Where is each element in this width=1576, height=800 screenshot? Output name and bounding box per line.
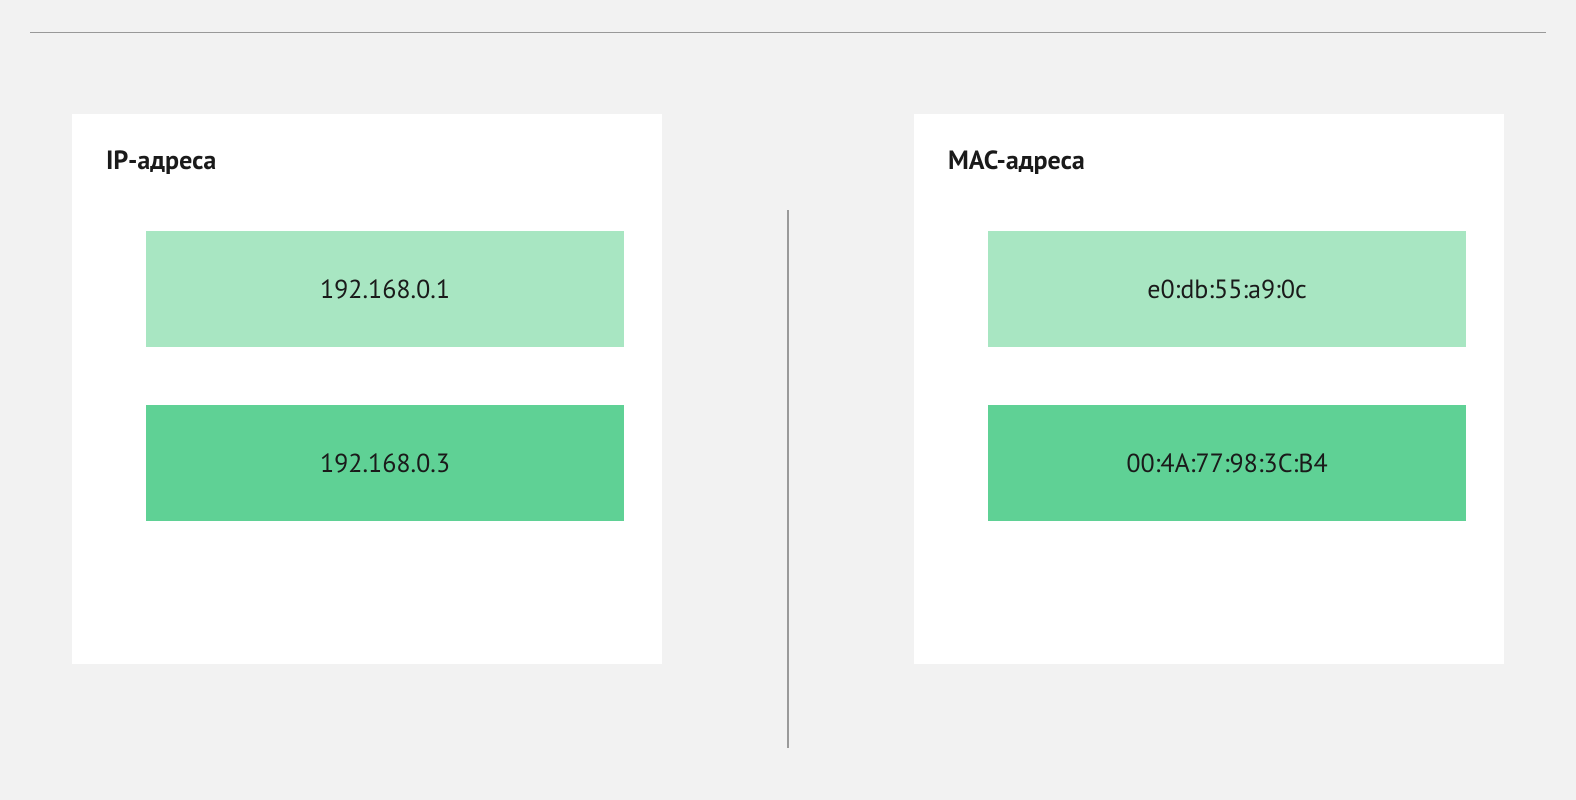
mac-address-item: e0:db:55:a9:0c	[988, 231, 1466, 347]
page-divider	[30, 32, 1546, 33]
mac-address-item: 00:4A:77:98:3C:B4	[988, 405, 1466, 521]
mac-address-panel: MAC-адреса e0:db:55:a9:0c 00:4A:77:98:3C…	[914, 114, 1504, 664]
mac-panel-title: MAC-адреса	[948, 144, 1470, 177]
ip-address-item: 192.168.0.3	[146, 405, 624, 521]
main-container: IP-адреса 192.168.0.1 192.168.0.3 MAC-ад…	[72, 114, 1504, 774]
ip-address-item: 192.168.0.1	[146, 231, 624, 347]
center-divider	[787, 210, 789, 748]
ip-panel-title: IP-адреса	[106, 144, 628, 177]
ip-address-panel: IP-адреса 192.168.0.1 192.168.0.3	[72, 114, 662, 664]
